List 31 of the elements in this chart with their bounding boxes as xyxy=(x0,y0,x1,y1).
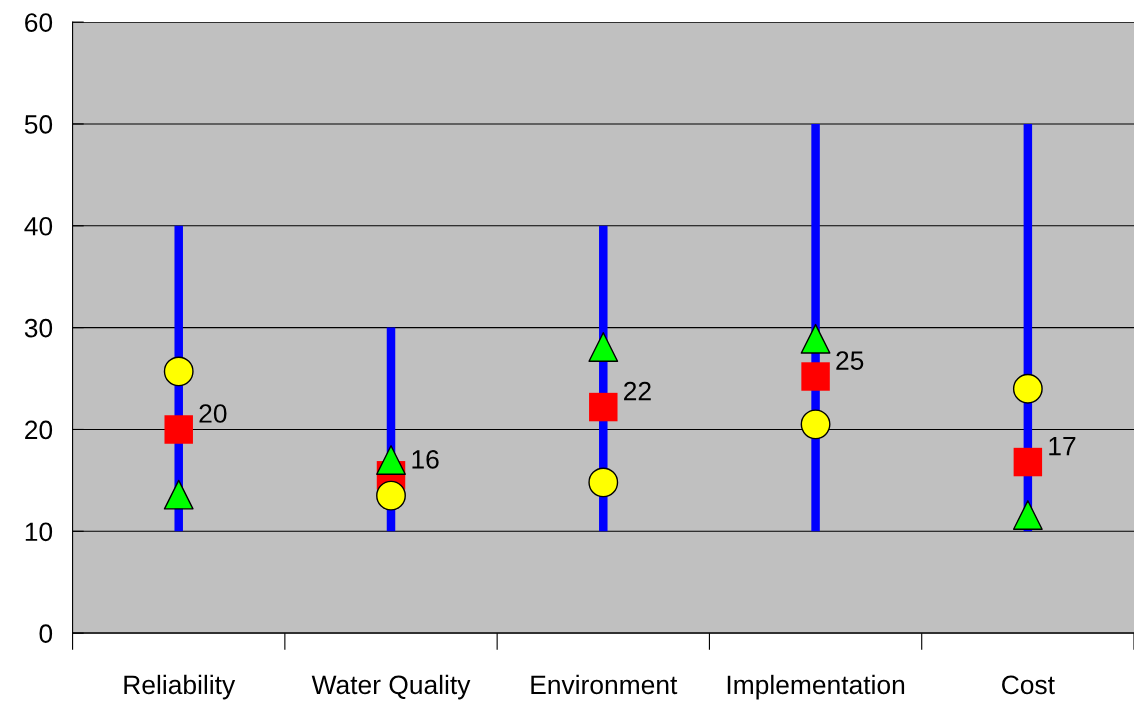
y-tick-label: 50 xyxy=(24,115,53,134)
y-tick-label: 0 xyxy=(39,624,53,643)
point xyxy=(163,356,194,387)
data-label: 20 xyxy=(199,404,227,423)
point xyxy=(801,362,830,391)
y-tick-label: 30 xyxy=(24,318,53,338)
point xyxy=(376,480,406,511)
x-tick-label: Cost xyxy=(1002,675,1055,695)
point xyxy=(588,332,619,362)
point xyxy=(588,467,619,498)
data-label: 16 xyxy=(412,450,439,469)
y-tick-label: 40 xyxy=(24,216,53,236)
point xyxy=(1012,373,1043,404)
point xyxy=(800,409,831,440)
x-tick-label: Reliability xyxy=(124,674,236,700)
point xyxy=(1012,500,1043,530)
point xyxy=(800,323,831,354)
point xyxy=(589,392,618,422)
x-tick-label: Implementation xyxy=(727,674,905,700)
point xyxy=(163,479,194,510)
point xyxy=(1013,447,1043,477)
x-tick-label: Water Quality xyxy=(311,674,471,700)
y-tick-label: 60 xyxy=(25,13,53,32)
data-label: 17 xyxy=(1049,437,1076,456)
x-tick-label: Environment xyxy=(531,674,678,695)
data-label: 25 xyxy=(836,351,864,370)
point xyxy=(164,415,193,444)
y-tick-label: 10 xyxy=(25,522,53,542)
data-label: 22 xyxy=(624,381,651,401)
point xyxy=(376,445,406,475)
y-tick-label: 20 xyxy=(25,420,53,440)
